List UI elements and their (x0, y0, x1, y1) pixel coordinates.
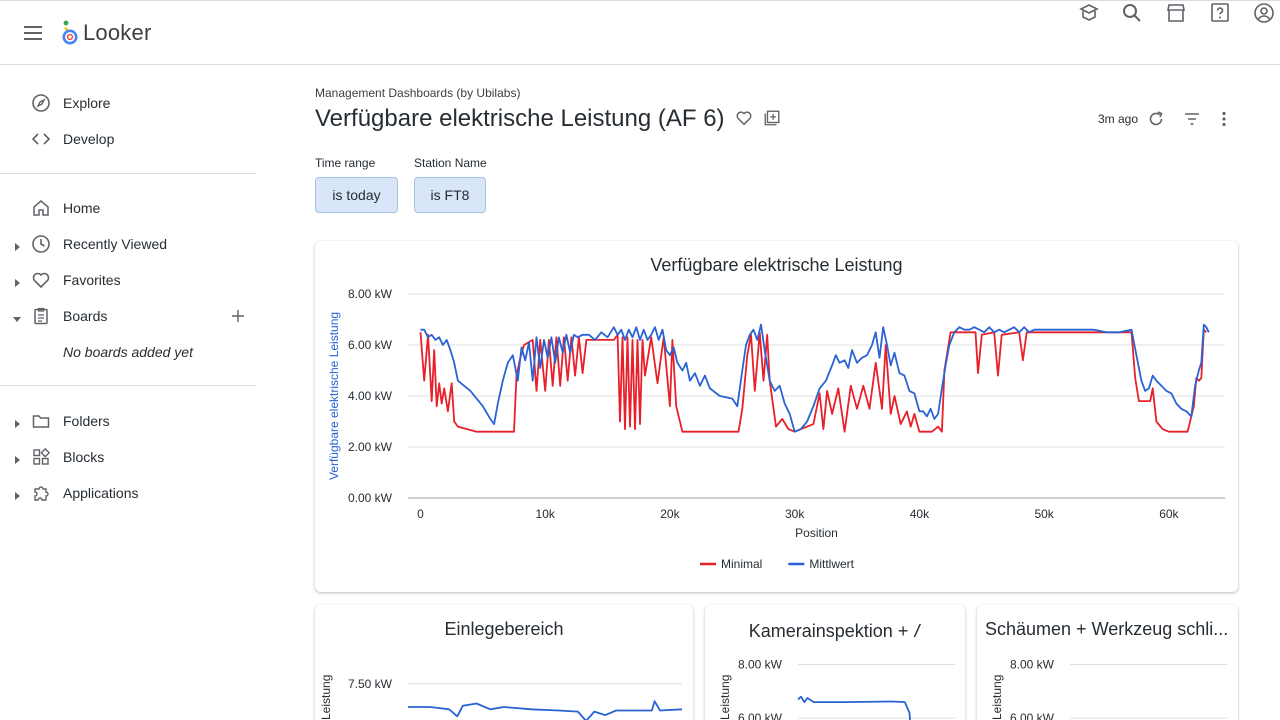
no-boards-message: No boards added yet (63, 344, 193, 360)
sidebar-item-recently-viewed[interactable]: Recently Viewed (0, 226, 256, 262)
compass-icon (31, 93, 51, 113)
y-tick-label: 8.00 kW (738, 657, 783, 671)
y-tick-label: 8.00 kW (1010, 657, 1055, 671)
einlegebereich-line-chart: 7.50 kW Leistung (319, 675, 683, 720)
x-tick-label: 40k (910, 507, 930, 521)
caret-right-icon[interactable] (12, 239, 22, 251)
sidebar-item-label: Blocks (63, 449, 105, 465)
sidebar-item-label: Favorites (63, 272, 121, 288)
sidebar-item-blocks[interactable]: Blocks (0, 439, 256, 475)
x-tick-label: 30k (785, 507, 805, 521)
sidebar-divider (0, 173, 256, 174)
sidebar-item-label: Explore (63, 95, 111, 111)
chart-tile-schaeumen[interactable]: Schäumen + Werkzeug schli... 8.00 kW 6.00… (977, 605, 1238, 720)
sidebar-divider (0, 385, 256, 386)
looker-logo-icon (62, 20, 78, 45)
looker-logo[interactable]: Looker (61, 20, 151, 46)
caret-right-icon[interactable] (12, 452, 22, 464)
filter-label-time-range: Time range (315, 156, 376, 170)
y-tick-label: 6.00 kW (738, 711, 783, 720)
clipboard-icon (31, 306, 51, 326)
caret-down-icon[interactable] (12, 311, 22, 322)
more-options-icon[interactable] (1214, 109, 1234, 129)
legend-label[interactable]: Mittlwert (809, 557, 854, 571)
sidebar-item-label: Develop (63, 131, 115, 147)
filter-chip-time-range[interactable]: is today (315, 177, 398, 213)
chart-tile-main[interactable]: Verfügbare elektrische Leistung 0.00 kW 2… (315, 241, 1238, 592)
search-icon[interactable] (1120, 1, 1144, 25)
caret-right-icon[interactable] (12, 416, 22, 428)
home-icon (31, 198, 51, 218)
x-tick-label: 50k (1034, 507, 1054, 521)
legend-label[interactable]: Minimal (721, 557, 762, 571)
refresh-icon[interactable] (1146, 109, 1166, 129)
learning-icon[interactable] (1077, 1, 1101, 25)
top-bar: Looker (0, 0, 1280, 65)
heart-icon (31, 270, 51, 290)
puzzle-icon (31, 483, 51, 503)
sidebar-item-label: Recently Viewed (63, 236, 168, 252)
breadcrumb[interactable]: Management Dashboards (by Ubilabs) (315, 86, 521, 100)
favorite-heart-icon[interactable] (735, 109, 753, 127)
caret-right-icon[interactable] (12, 275, 22, 287)
filter-label-station-name: Station Name (414, 156, 487, 170)
sidebar-item-develop[interactable]: Develop (0, 121, 256, 157)
caret-right-icon[interactable] (12, 488, 22, 500)
y-tick-label: 2.00 kW (348, 440, 393, 454)
y-tick-label: 6.00 kW (1010, 711, 1055, 720)
add-board-plus-icon[interactable] (228, 306, 248, 326)
x-tick-label: 0 (417, 507, 424, 521)
code-icon (31, 129, 51, 149)
sidebar-item-label: Folders (63, 413, 110, 429)
y-tick-label: 6.00 kW (348, 338, 393, 352)
series-line-mittlwert[interactable] (420, 323, 1210, 433)
blocks-icon (31, 447, 51, 467)
sidebar-item-home[interactable]: Home (0, 190, 256, 226)
y-tick-label: 7.50 kW (348, 677, 393, 691)
sidebar-item-label: Boards (63, 308, 108, 324)
y-tick-label: 4.00 kW (348, 389, 393, 403)
sidebar-item-applications[interactable]: Applications (0, 475, 256, 511)
last-updated-label: 3m ago (1098, 112, 1139, 126)
app-name: Looker (83, 20, 152, 45)
sidebar-item-label: Applications (63, 485, 139, 501)
hamburger-menu-icon[interactable] (21, 21, 45, 45)
x-tick-label: 60k (1159, 507, 1179, 521)
series-line-mittlwert[interactable] (408, 700, 683, 720)
y-tick-label: 0.00 kW (348, 491, 393, 505)
y-axis-title: Verfügbare elektrische Leistung (327, 312, 341, 480)
add-to-board-icon[interactable] (763, 109, 781, 127)
y-axis-title: Leistung (990, 675, 1004, 720)
x-tick-label: 20k (660, 507, 680, 521)
sidebar: Explore Develop Home Recently Viewed Fav… (0, 65, 256, 720)
help-icon[interactable] (1208, 1, 1232, 25)
sidebar-item-favorites[interactable]: Favorites (0, 262, 256, 298)
y-axis-title: Leistung (319, 675, 333, 720)
sidebar-item-folders[interactable]: Folders (0, 403, 256, 439)
schaeumen-line-chart: 8.00 kW 6.00 kW Leistung (990, 657, 1227, 720)
y-axis-title: Leistung (718, 675, 732, 720)
filter-icon[interactable] (1182, 109, 1202, 129)
clock-icon (31, 234, 51, 254)
page-title: Verfügbare elektrische Leistung (AF 6) (315, 105, 725, 132)
y-tick-label: 8.00 kW (348, 287, 393, 301)
series-line-mittlwert[interactable] (797, 695, 911, 720)
x-tick-label: 10k (536, 507, 556, 521)
chart-tile-einlegebereich[interactable]: Einlegebereich 7.50 kW Leistung (315, 605, 693, 720)
kamerainspektion-line-chart: 8.00 kW 6.00 kW Leistung (718, 657, 955, 720)
main-line-chart: 0.00 kW 2.00 kW 4.00 kW 6.00 kW 8.00 kW 0 10k 2… (327, 287, 1225, 571)
account-icon[interactable] (1252, 1, 1276, 25)
filter-chip-station-name[interactable]: is FT8 (414, 177, 486, 213)
chart-tile-kamerainspektion[interactable]: Kamerainspektion + Ⳇ 8.00 kW 6.00 kW Leist… (705, 605, 965, 720)
sidebar-item-label: Home (63, 200, 101, 216)
sidebar-item-boards[interactable]: Boards (0, 298, 256, 334)
sidebar-item-explore[interactable]: Explore (0, 85, 256, 121)
folder-icon (31, 411, 51, 431)
x-axis-title: Position (795, 526, 838, 540)
marketplace-icon[interactable] (1164, 1, 1188, 25)
